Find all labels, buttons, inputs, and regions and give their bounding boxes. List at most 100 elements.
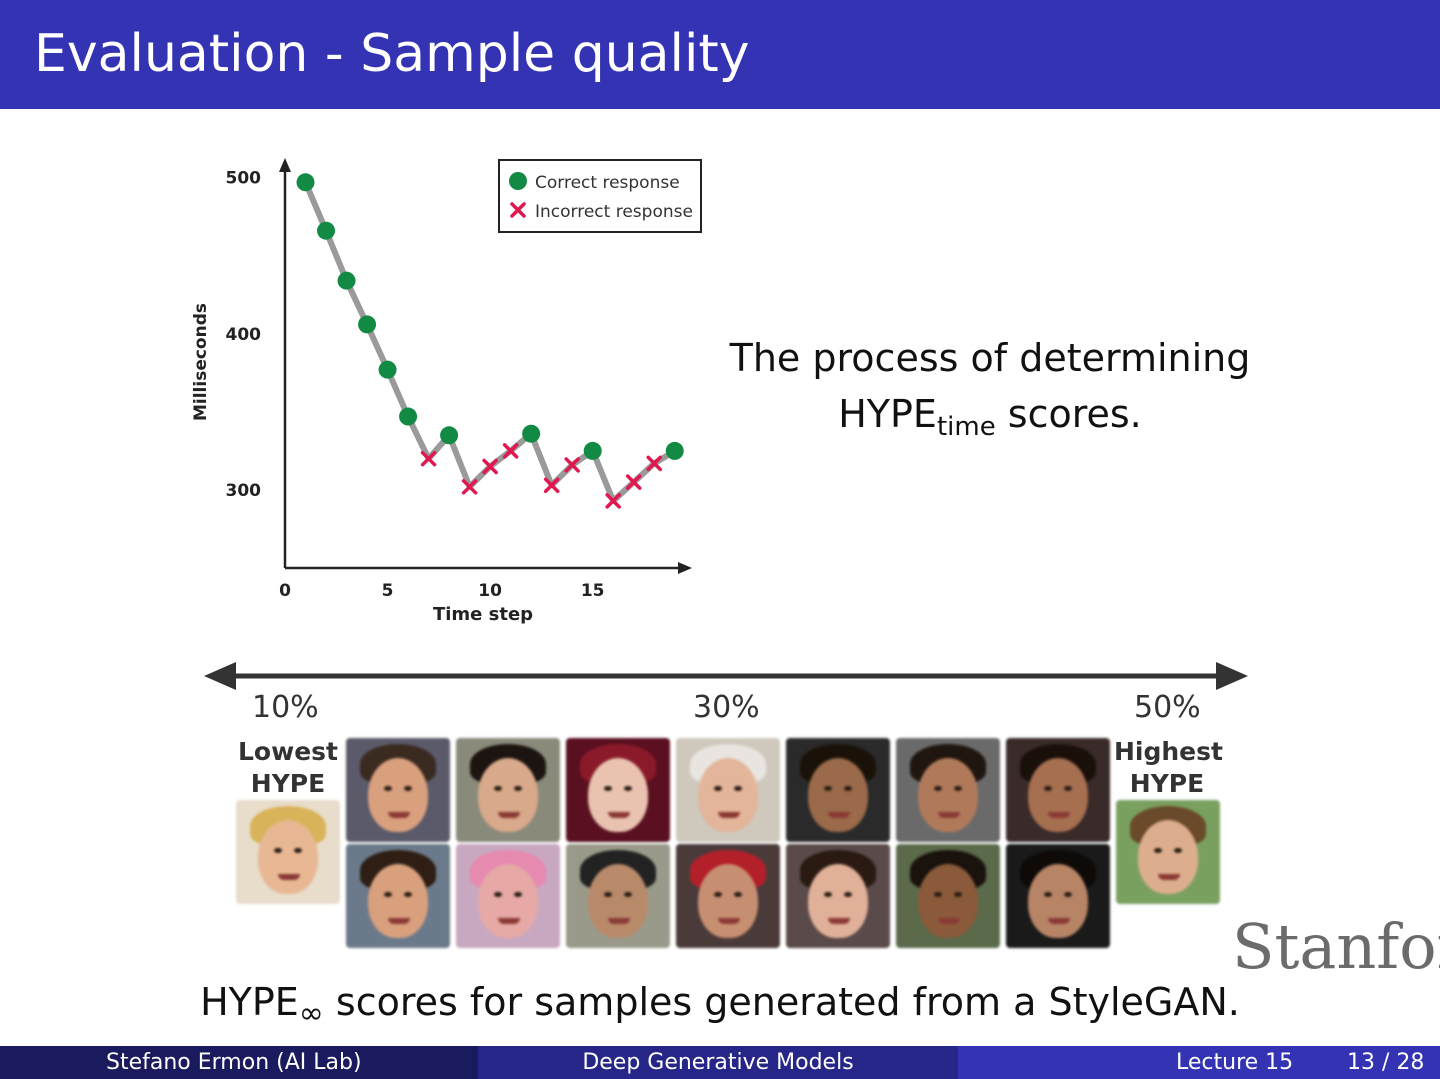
incorrect-response-point — [605, 493, 621, 509]
face-skin — [258, 820, 318, 894]
face-eye — [494, 786, 502, 791]
face-eye — [274, 848, 282, 853]
generated-face-sample — [1006, 738, 1110, 842]
footer-page-number: 13 / 28 — [1347, 1050, 1425, 1075]
face-eye — [1064, 892, 1072, 897]
hype-subscript-infinity: ∞ — [298, 996, 324, 1031]
incorrect-response-point — [646, 455, 662, 472]
face-eye — [404, 892, 412, 897]
face-eye — [734, 892, 742, 897]
generated-face-sample — [346, 738, 450, 842]
face-eye — [514, 892, 522, 897]
footer-author-segment: Stefano Ermon (AI Lab) — [0, 1046, 478, 1079]
chart-caption-line-2: HYPEtime scores. — [720, 386, 1260, 455]
incorrect-response-point — [625, 474, 642, 490]
face-eye — [624, 892, 632, 897]
face-skin — [478, 758, 538, 832]
footer-bar: Stefano Ermon (AI Lab) Deep Generative M… — [0, 1046, 1440, 1079]
face-eye — [494, 892, 502, 897]
face-eye — [714, 892, 722, 897]
face-eye — [1064, 786, 1072, 791]
footer-course-segment: Deep Generative Models — [478, 1046, 958, 1079]
face-skin — [1028, 864, 1088, 938]
legend-correct-marker — [509, 172, 527, 190]
face-skin — [478, 864, 538, 938]
generated-face-sample — [786, 844, 890, 948]
generated-face-sample — [566, 844, 670, 948]
correct-response-point — [358, 315, 377, 334]
face-eye — [824, 786, 832, 791]
incorrect-response-point — [502, 443, 519, 459]
generated-face-sample — [346, 844, 450, 948]
face-eye — [1044, 786, 1052, 791]
highest-label-line-1: Highest — [1114, 737, 1223, 766]
correct-response-point — [378, 360, 397, 379]
x-axis-arrowhead — [678, 562, 692, 574]
x-marker-stroke — [502, 443, 519, 459]
correct-response-point — [440, 426, 459, 445]
face-skin — [1138, 820, 1198, 894]
y-axis-label: Milliseconds — [191, 303, 211, 421]
footer-course: Deep Generative Models — [582, 1050, 854, 1075]
face-mouth — [1158, 874, 1180, 880]
highest-label-line-2: HYPE — [1129, 769, 1205, 798]
face-mouth — [828, 812, 850, 818]
face-mouth — [1048, 812, 1070, 818]
face-eye — [1154, 848, 1162, 853]
x-marker-stroke — [482, 458, 498, 475]
hype-time-chart: 0 5 10 15 300 400 500 Time step Milliseconds Cor… — [191, 158, 702, 625]
x-tick-label: 0 — [279, 581, 291, 601]
pct-10: 10% — [252, 690, 319, 725]
x-marker-stroke — [461, 479, 478, 495]
lowest-hype-label: Lowest HYPE — [238, 736, 338, 800]
generated-face-sample — [896, 844, 1000, 948]
face-eye — [384, 786, 392, 791]
x-marker-stroke — [605, 493, 621, 509]
chart-caption-tail: scores. — [995, 392, 1142, 436]
generated-face-sample — [676, 738, 780, 842]
y-axis-arrowhead — [279, 158, 291, 172]
bottom-caption: HYPE∞ scores for samples generated from … — [0, 980, 1440, 1031]
generated-face-sample — [676, 844, 780, 948]
y-tick-label: 500 — [226, 169, 262, 189]
face-eye — [844, 892, 852, 897]
legend-incorrect-marker — [510, 202, 526, 218]
slide-title: Evaluation - Sample quality — [34, 24, 750, 84]
x-axis-label: Time step — [433, 604, 533, 625]
response-points — [296, 173, 684, 509]
incorrect-response-point — [543, 477, 560, 493]
hype-word-bottom: HYPE — [200, 980, 299, 1024]
face-skin — [918, 864, 978, 938]
face-eye — [514, 786, 522, 791]
face-skin — [368, 864, 428, 938]
face-mouth — [608, 918, 630, 924]
face-eye — [384, 892, 392, 897]
generated-face-sample — [1116, 800, 1220, 904]
highest-hype-label: Highest HYPE — [1114, 736, 1223, 800]
generated-face-sample — [456, 738, 560, 842]
incorrect-response-point — [482, 458, 498, 475]
face-skin — [588, 864, 648, 938]
hype-subscript-time: time — [936, 412, 996, 442]
x-marker-stroke — [564, 457, 580, 473]
face-eye — [934, 786, 942, 791]
chart-caption-line-1: The process of determining — [729, 336, 1251, 380]
face-eye — [934, 892, 942, 897]
x-marker-stroke — [625, 474, 642, 490]
x-tick-label: 10 — [478, 581, 502, 601]
face-mouth — [608, 812, 630, 818]
footer-lecture: Lecture 15 — [1176, 1050, 1294, 1075]
footer-lecture-segment: Lecture 15 13 / 28 — [958, 1046, 1440, 1079]
range-arrow-right-head — [1216, 662, 1248, 690]
x-marker-stroke — [510, 202, 526, 218]
hype-range-arrow — [204, 662, 1248, 690]
incorrect-response-point — [420, 450, 437, 467]
face-mouth — [1048, 918, 1070, 924]
face-skin — [808, 864, 868, 938]
face-skin — [368, 758, 428, 832]
face-mouth — [718, 918, 740, 924]
footer-author: Stefano Ermon (AI Lab) — [106, 1050, 362, 1075]
face-eye — [604, 786, 612, 791]
range-arrow-left-head — [204, 662, 236, 690]
face-eye — [714, 786, 722, 791]
